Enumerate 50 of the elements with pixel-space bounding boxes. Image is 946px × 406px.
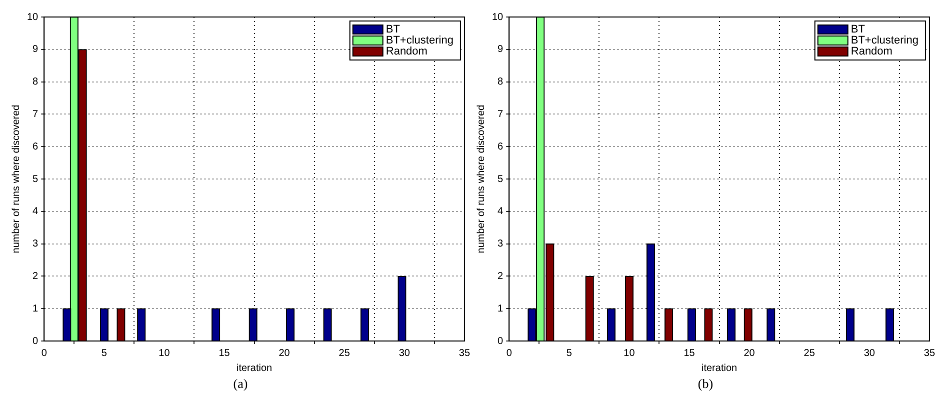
y-tick-label: 2: [498, 270, 504, 282]
y-tick-label: 5: [498, 174, 504, 185]
y-tick-label: 0: [498, 336, 504, 347]
x-axis-title: iteration: [701, 362, 738, 374]
y-tick-label: 7: [32, 108, 39, 120]
text: (b): [698, 376, 714, 392]
x-tick-label: 0: [506, 348, 512, 359]
y-axis-title: number of runs where discovered: [476, 104, 487, 254]
x-tick-label: 35: [924, 348, 936, 359]
x-tick-label: 25: [338, 348, 350, 359]
y-tick-label: 3: [498, 238, 504, 250]
y-tick-label: 1: [32, 303, 39, 314]
x-tick-label: 5: [566, 348, 572, 359]
x-tick-label: 20: [278, 348, 290, 359]
y-tick-label: 2: [32, 270, 39, 282]
y-tick-label: 9: [498, 44, 504, 56]
x-tick-label: 10: [624, 348, 636, 359]
x-tick-label: 20: [744, 348, 756, 359]
y-tick-label: 8: [498, 76, 504, 88]
x-tick-label: 30: [864, 348, 876, 359]
x-tick-label: 10: [158, 348, 170, 359]
y-axis-title: number of runs where discovered: [10, 104, 22, 254]
y-tick-label: 9: [32, 44, 39, 56]
legend-label: BT+clustering: [850, 34, 918, 47]
x-tick-label: 15: [684, 348, 696, 359]
legend-label: BT: [386, 24, 400, 36]
text: (a): [233, 376, 248, 392]
y-tick-label: 6: [32, 141, 39, 152]
y-tick-label: 4: [498, 206, 504, 218]
x-tick-label: 35: [458, 348, 470, 359]
x-tick-label: 5: [101, 348, 108, 359]
y-tick-label: 6: [498, 141, 504, 152]
x-tick-label: 15: [218, 348, 230, 359]
y-tick-label: 5: [32, 174, 39, 185]
y-tick-label: 1: [498, 303, 504, 314]
y-tick-label: 7: [498, 108, 504, 120]
x-tick-label: 0: [41, 348, 48, 359]
x-tick-label: 25: [804, 348, 816, 359]
y-tick-label: 3: [32, 238, 39, 250]
legend-label: BT: [850, 24, 866, 36]
x-tick-label: 30: [398, 348, 410, 359]
legend-label: Random: [850, 46, 892, 58]
y-tick-label: 0: [32, 336, 39, 347]
y-tick-label: 10: [27, 12, 39, 23]
y-tick-label: 10: [492, 12, 504, 23]
y-tick-label: 8: [32, 76, 39, 88]
y-tick-label: 4: [32, 206, 39, 218]
x-axis-title: iteration: [236, 362, 272, 374]
legend-label: Random: [386, 46, 428, 58]
legend-label: BT+clustering: [386, 34, 454, 47]
